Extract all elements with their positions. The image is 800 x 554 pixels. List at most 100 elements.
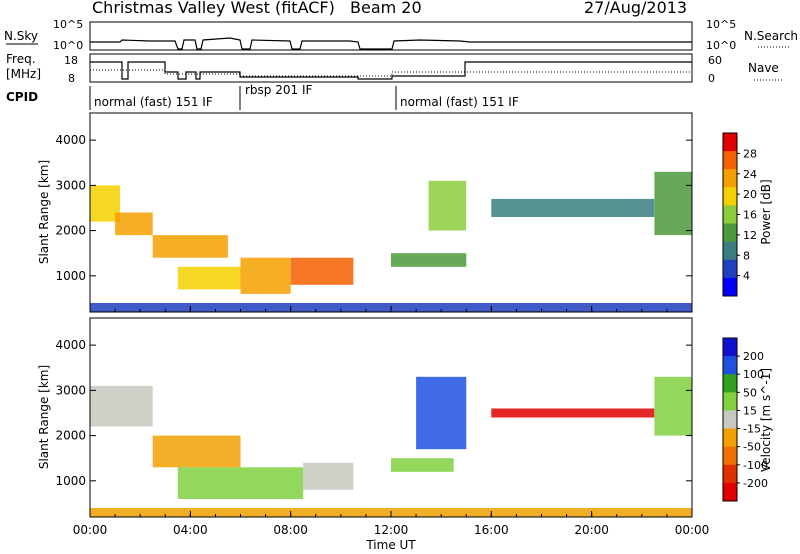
power-colorbar-label: Power [dB] — [759, 179, 773, 244]
velocity-colorbar-swatch — [723, 446, 737, 466]
velocity-region — [177, 467, 304, 499]
power-region — [491, 198, 655, 217]
velocity-colorbar-tick: 15 — [743, 404, 757, 417]
velocity-colorbar-label: Velocity [m s^-1] — [759, 368, 773, 472]
freq-panel: Freq. [MHz] 18 8 60 0 Nave — [6, 52, 784, 85]
power-colorbar-tick: 24 — [743, 168, 757, 181]
nsearch-label: N.Search — [744, 29, 798, 43]
velocity-colorbar-swatch — [723, 374, 737, 393]
beam-label: Beam 20 — [350, 0, 422, 17]
nsearch-tick-low: 10^0 — [706, 39, 736, 52]
velocity-colorbar-tick: 200 — [743, 350, 764, 363]
freq-tick-low: 8 — [68, 72, 75, 85]
velocity-y-tick-label: 1000 — [55, 474, 86, 488]
velocity-colorbar-tick: -15 — [743, 423, 761, 436]
velocity-y-tick-label: 3000 — [55, 383, 86, 397]
velocity-colorbar-swatch — [723, 356, 737, 375]
power-region — [177, 266, 241, 290]
power-region — [240, 257, 291, 294]
velocity-colorbar: 200 100 50 15 -15 -50 -100 -200 — [722, 337, 768, 502]
freq-trace — [90, 61, 692, 80]
power-colorbar-tick: 20 — [743, 188, 757, 201]
cpid-segment-1: normal (fast) 151 IF — [94, 95, 213, 109]
velocity-y-axis: 1000 2000 3000 4000 — [55, 338, 692, 488]
velocity-colorbar-tick: -200 — [743, 477, 768, 490]
velocity-colorbar-swatch — [723, 482, 737, 502]
velocity-y-tick-label: 2000 — [55, 429, 86, 443]
power-colorbar-tick: 4 — [743, 270, 750, 283]
power-y-tick-label: 2000 — [55, 224, 86, 238]
power-colorbar-swatch — [723, 259, 737, 279]
power-colorbar-swatch — [723, 223, 737, 243]
nsearch-tick-high: 10^5 — [706, 18, 736, 31]
power-panel: 1000 2000 3000 4000 Slant Range [km] — [37, 112, 693, 313]
nave-trace — [90, 69, 692, 77]
power-region — [90, 185, 121, 222]
velocity-region — [654, 376, 692, 436]
power-colorbar-swatch — [723, 187, 737, 206]
nsky-tick-high: 10^5 — [53, 18, 83, 31]
x-tick-label: 00:00 — [73, 523, 108, 537]
power-colorbar: 4 8 12 16 20 24 28 — [722, 132, 757, 297]
velocity-region — [303, 462, 354, 490]
x-tick-label: 16:00 — [474, 523, 509, 537]
x-tick-label: 08:00 — [273, 523, 308, 537]
velocity-colorbar-swatch — [723, 392, 737, 411]
power-region — [654, 171, 692, 236]
x-tick-label: 12:00 — [374, 523, 409, 537]
nsky-label: N.Sky — [4, 29, 38, 43]
velocity-colorbar-swatch — [723, 410, 737, 430]
velocity-colorbar-tick: -50 — [743, 441, 761, 454]
x-tick-label: 04:00 — [173, 523, 208, 537]
nave-tick-low: 0 — [708, 72, 715, 85]
power-region — [428, 180, 467, 231]
x-axis-label: Time UT — [365, 538, 416, 552]
velocity-region — [391, 458, 454, 472]
station-title: Christmas Valley West (fitACF) — [92, 0, 335, 17]
velocity-colorbar-tick: 50 — [743, 386, 757, 399]
cpid-segment-2: rbsp 201 IF — [245, 83, 312, 97]
power-data-cells — [90, 171, 692, 312]
power-colorbar-swatch — [723, 277, 737, 297]
velocity-panel: 1000 2000 3000 4000 Slant Range [km] — [37, 317, 693, 518]
freq-unit: [MHz] — [6, 67, 41, 81]
nsky-trace — [90, 37, 692, 50]
velocity-colorbar-tick: 100 — [743, 368, 764, 381]
power-ylabel: Slant Range [km] — [37, 160, 51, 264]
velocity-colorbar-swatch — [723, 464, 737, 484]
velocity-colorbar-tick: -100 — [743, 459, 768, 472]
freq-tick-high: 18 — [64, 54, 78, 67]
power-colorbar-tick: 28 — [743, 147, 757, 160]
velocity-region — [491, 408, 655, 418]
power-region — [391, 253, 467, 267]
cpid-row: CPID normal (fast) 151 IF rbsp 201 IF no… — [6, 83, 519, 110]
power-colorbar-swatch — [723, 205, 737, 225]
nave-label: Nave — [748, 61, 779, 75]
power-y-tick-label: 3000 — [55, 178, 86, 192]
power-y-tick-label: 1000 — [55, 269, 86, 283]
nsky-panel: N.Sky 10^5 10^0 10^5 10^0 N.Search — [4, 18, 798, 52]
power-region — [115, 212, 153, 236]
velocity-colorbar-swatch — [723, 428, 737, 448]
velocity-ylabel: Slant Range [km] — [37, 365, 51, 469]
velocity-region — [90, 385, 153, 427]
velocity-region — [152, 435, 241, 468]
power-colorbar-tick: 12 — [743, 229, 757, 242]
velocity-region — [416, 376, 467, 450]
power-colorbar-swatch — [723, 151, 737, 170]
velocity-y-tick-label: 4000 — [55, 338, 86, 352]
nsky-tick-low: 10^0 — [53, 39, 83, 52]
power-colorbar-swatch — [723, 169, 737, 188]
freq-label: Freq. — [6, 52, 36, 66]
velocity-colorbar-swatch — [723, 338, 737, 357]
cpid-label: CPID — [6, 90, 38, 104]
x-tick-label: 00:00 — [675, 523, 710, 537]
power-colorbar-tick: 16 — [743, 209, 757, 222]
velocity-data-cells — [90, 376, 692, 517]
power-colorbar-swatch — [723, 241, 737, 261]
cpid-segment-3: normal (fast) 151 IF — [400, 95, 519, 109]
nave-tick-high: 60 — [708, 54, 722, 67]
x-tick-label: 20:00 — [574, 523, 609, 537]
power-region — [290, 257, 354, 285]
